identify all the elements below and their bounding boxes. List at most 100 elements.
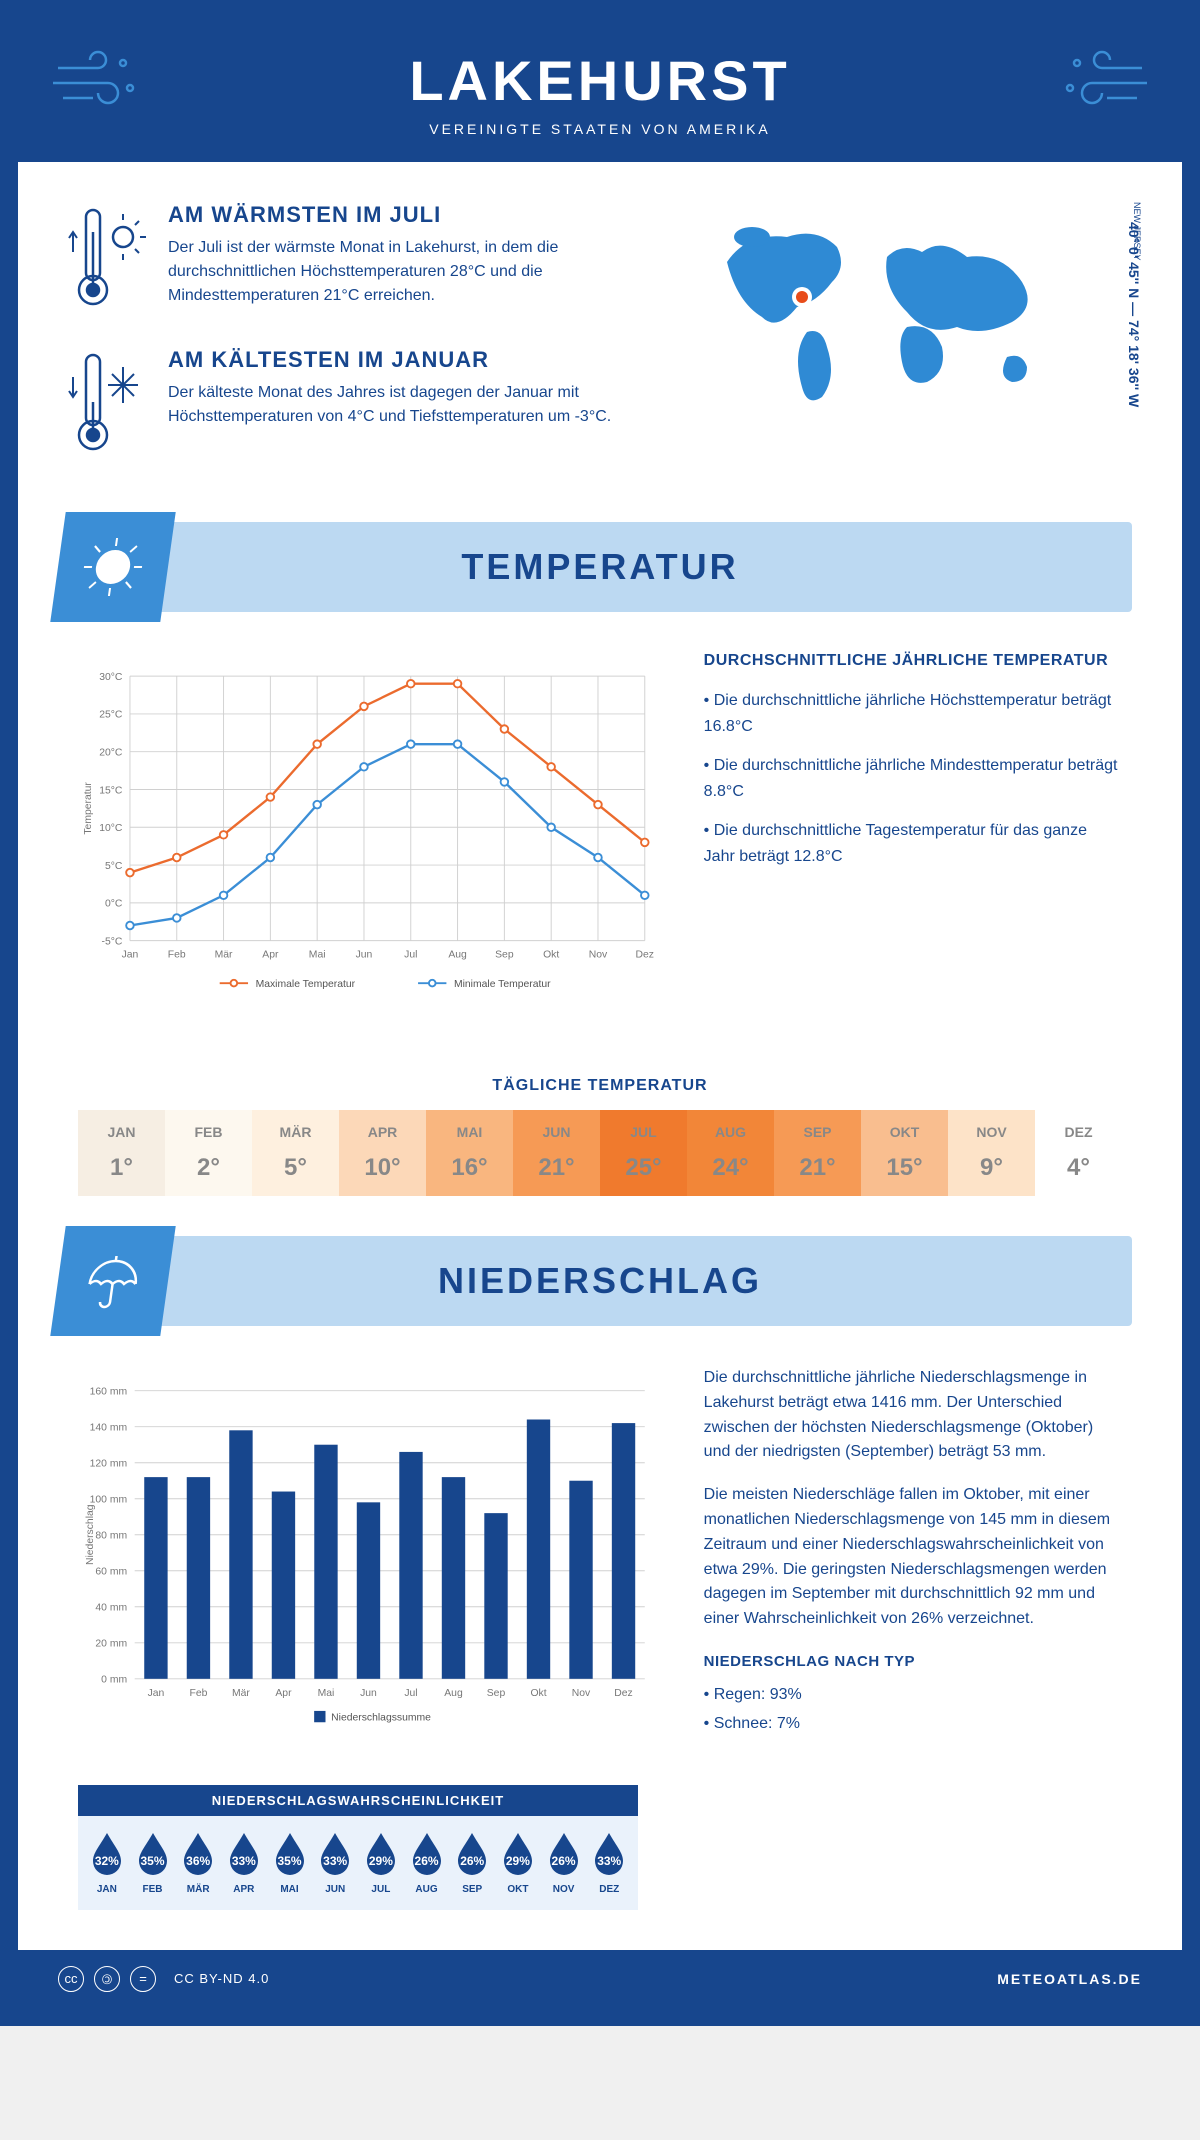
precip-probability-box: NIEDERSCHLAGSWAHRSCHEINLICHKEIT 32%JAN35… (78, 1785, 638, 1910)
header: LAKEHURST VEREINIGTE STAATEN VON AMERIKA (18, 18, 1182, 162)
probability-cell: 33%APR (223, 1831, 265, 1895)
nd-icon: = (130, 1966, 156, 1992)
probability-cell: 29%JUL (360, 1831, 402, 1895)
probability-cell: 26%NOV (543, 1831, 585, 1895)
probability-cell: 33%JUN (314, 1831, 356, 1895)
svg-text:Dez: Dez (636, 950, 654, 961)
summary-bullet: • Die durchschnittliche Tagestemperatur … (704, 818, 1122, 869)
svg-text:Apr: Apr (275, 1688, 292, 1699)
daily-cell: SEP21° (774, 1110, 861, 1196)
svg-text:-5°C: -5°C (102, 936, 123, 947)
umbrella-icon (50, 1226, 175, 1336)
svg-text:Sep: Sep (487, 1688, 506, 1699)
site-name: METEOATLAS.DE (997, 1971, 1142, 1987)
probability-cell: 26%AUG (406, 1831, 448, 1895)
svg-text:80 mm: 80 mm (95, 1531, 127, 1542)
svg-text:Maximale Temperatur: Maximale Temperatur (256, 979, 356, 990)
thermometer-cold-icon (68, 347, 148, 462)
svg-text:Dez: Dez (614, 1688, 632, 1699)
svg-text:Jul: Jul (404, 950, 417, 961)
license-text: CC BY-ND 4.0 (174, 1971, 269, 1986)
svg-text:Aug: Aug (448, 950, 467, 961)
daily-cell: JUN21° (513, 1110, 600, 1196)
precip-type-bullet: • Schnee: 7% (704, 1712, 1122, 1737)
fact-text: Der Juli ist der wärmste Monat in Lakehu… (168, 236, 632, 308)
page-subtitle: VEREINIGTE STAATEN VON AMERIKA (38, 121, 1162, 137)
svg-text:Sep: Sep (495, 950, 514, 961)
footer: cc 🄯 = CC BY-ND 4.0 METEOATLAS.DE (18, 1950, 1182, 2008)
temperature-summary: DURCHSCHNITTLICHE JÄHRLICHE TEMPERATUR •… (704, 652, 1122, 1017)
precip-chart: 0 mm20 mm40 mm60 mm80 mm100 mm120 mm140 … (78, 1366, 664, 1755)
svg-text:Niederschlagssumme: Niederschlagssumme (331, 1712, 431, 1723)
svg-text:160 mm: 160 mm (90, 1386, 127, 1397)
summary-bullet: • Die durchschnittliche jährliche Mindes… (704, 753, 1122, 804)
coldest-fact: AM KÄLTESTEN IM JANUAR Der kälteste Mona… (68, 347, 632, 462)
probability-cell: 33%DEZ (588, 1831, 630, 1895)
world-map (662, 202, 1132, 422)
svg-text:60 mm: 60 mm (95, 1567, 127, 1578)
svg-text:20°C: 20°C (99, 747, 123, 758)
intro-section: AM WÄRMSTEN IM JULI Der Juli ist der wär… (18, 162, 1182, 522)
summary-title: DURCHSCHNITTLICHE JÄHRLICHE TEMPERATUR (704, 652, 1122, 670)
svg-text:Jul: Jul (404, 1688, 417, 1699)
svg-text:0 mm: 0 mm (101, 1675, 127, 1686)
daily-cell: FEB2° (165, 1110, 252, 1196)
svg-text:100 mm: 100 mm (90, 1495, 127, 1506)
svg-text:Nov: Nov (589, 950, 608, 961)
svg-text:Okt: Okt (543, 950, 559, 961)
svg-text:Okt: Okt (530, 1688, 546, 1699)
location-marker (796, 291, 808, 303)
precip-type-bullet: • Regen: 93% (704, 1683, 1122, 1708)
svg-text:Mär: Mär (215, 950, 233, 961)
precip-summary: Die durchschnittliche jährliche Niedersc… (704, 1366, 1122, 1755)
svg-text:Apr: Apr (262, 950, 279, 961)
svg-text:Jun: Jun (360, 1688, 377, 1699)
thermometer-hot-icon (68, 202, 148, 317)
daily-cell: AUG24° (687, 1110, 774, 1196)
section-title: TEMPERATUR (68, 546, 1132, 588)
fact-title: AM WÄRMSTEN IM JULI (168, 202, 632, 228)
precip-para: Die durchschnittliche jährliche Niedersc… (704, 1366, 1122, 1465)
sun-icon (50, 512, 175, 622)
precip-type-title: NIEDERSCHLAG NACH TYP (704, 1650, 1122, 1673)
probability-cell: 32%JAN (86, 1831, 128, 1895)
warmest-fact: AM WÄRMSTEN IM JULI Der Juli ist der wär… (68, 202, 632, 317)
svg-text:Aug: Aug (444, 1688, 463, 1699)
summary-bullet: • Die durchschnittliche jährliche Höchst… (704, 688, 1122, 739)
temperature-chart: -5°C0°C5°C10°C15°C20°C25°C30°CJanFebMärA… (78, 652, 664, 1017)
svg-text:Temperatur: Temperatur (83, 782, 94, 835)
daily-cell: JUL25° (600, 1110, 687, 1196)
section-title: NIEDERSCHLAG (68, 1260, 1132, 1302)
daily-temp-title: TÄGLICHE TEMPERATUR (18, 1077, 1182, 1095)
daily-cell: MAI16° (426, 1110, 513, 1196)
svg-text:120 mm: 120 mm (90, 1458, 127, 1469)
daily-cell: JAN1° (78, 1110, 165, 1196)
svg-text:Jun: Jun (356, 950, 373, 961)
fact-text: Der kälteste Monat des Jahres ist dagege… (168, 381, 632, 429)
wind-icon (1052, 38, 1152, 123)
svg-text:15°C: 15°C (99, 785, 123, 796)
wind-icon (48, 38, 148, 123)
svg-text:Feb: Feb (168, 950, 186, 961)
svg-text:25°C: 25°C (99, 710, 123, 721)
svg-text:Mär: Mär (232, 1688, 250, 1699)
daily-cell: DEZ4° (1035, 1110, 1122, 1196)
page-title: LAKEHURST (38, 48, 1162, 113)
by-icon: 🄯 (94, 1966, 120, 1992)
probability-cell: 35%FEB (132, 1831, 174, 1895)
daily-cell: NOV9° (948, 1110, 1035, 1196)
probability-cell: 35%MAI (269, 1831, 311, 1895)
svg-text:0°C: 0°C (105, 899, 123, 910)
precip-section-bar: NIEDERSCHLAG (68, 1236, 1132, 1326)
daily-cell: OKT15° (861, 1110, 948, 1196)
svg-text:140 mm: 140 mm (90, 1422, 127, 1433)
daily-cell: MÄR5° (252, 1110, 339, 1196)
svg-text:Jan: Jan (122, 950, 139, 961)
svg-text:Jan: Jan (148, 1688, 165, 1699)
probability-cell: 26%SEP (451, 1831, 493, 1895)
daily-temp-grid: JAN1°FEB2°MÄR5°APR10°MAI16°JUN21°JUL25°A… (78, 1110, 1122, 1196)
infographic-page: LAKEHURST VEREINIGTE STAATEN VON AMERIKA… (0, 0, 1200, 2026)
svg-text:20 mm: 20 mm (95, 1639, 127, 1650)
svg-text:Minimale Temperatur: Minimale Temperatur (454, 979, 551, 990)
probability-cell: 36%MÄR (177, 1831, 219, 1895)
